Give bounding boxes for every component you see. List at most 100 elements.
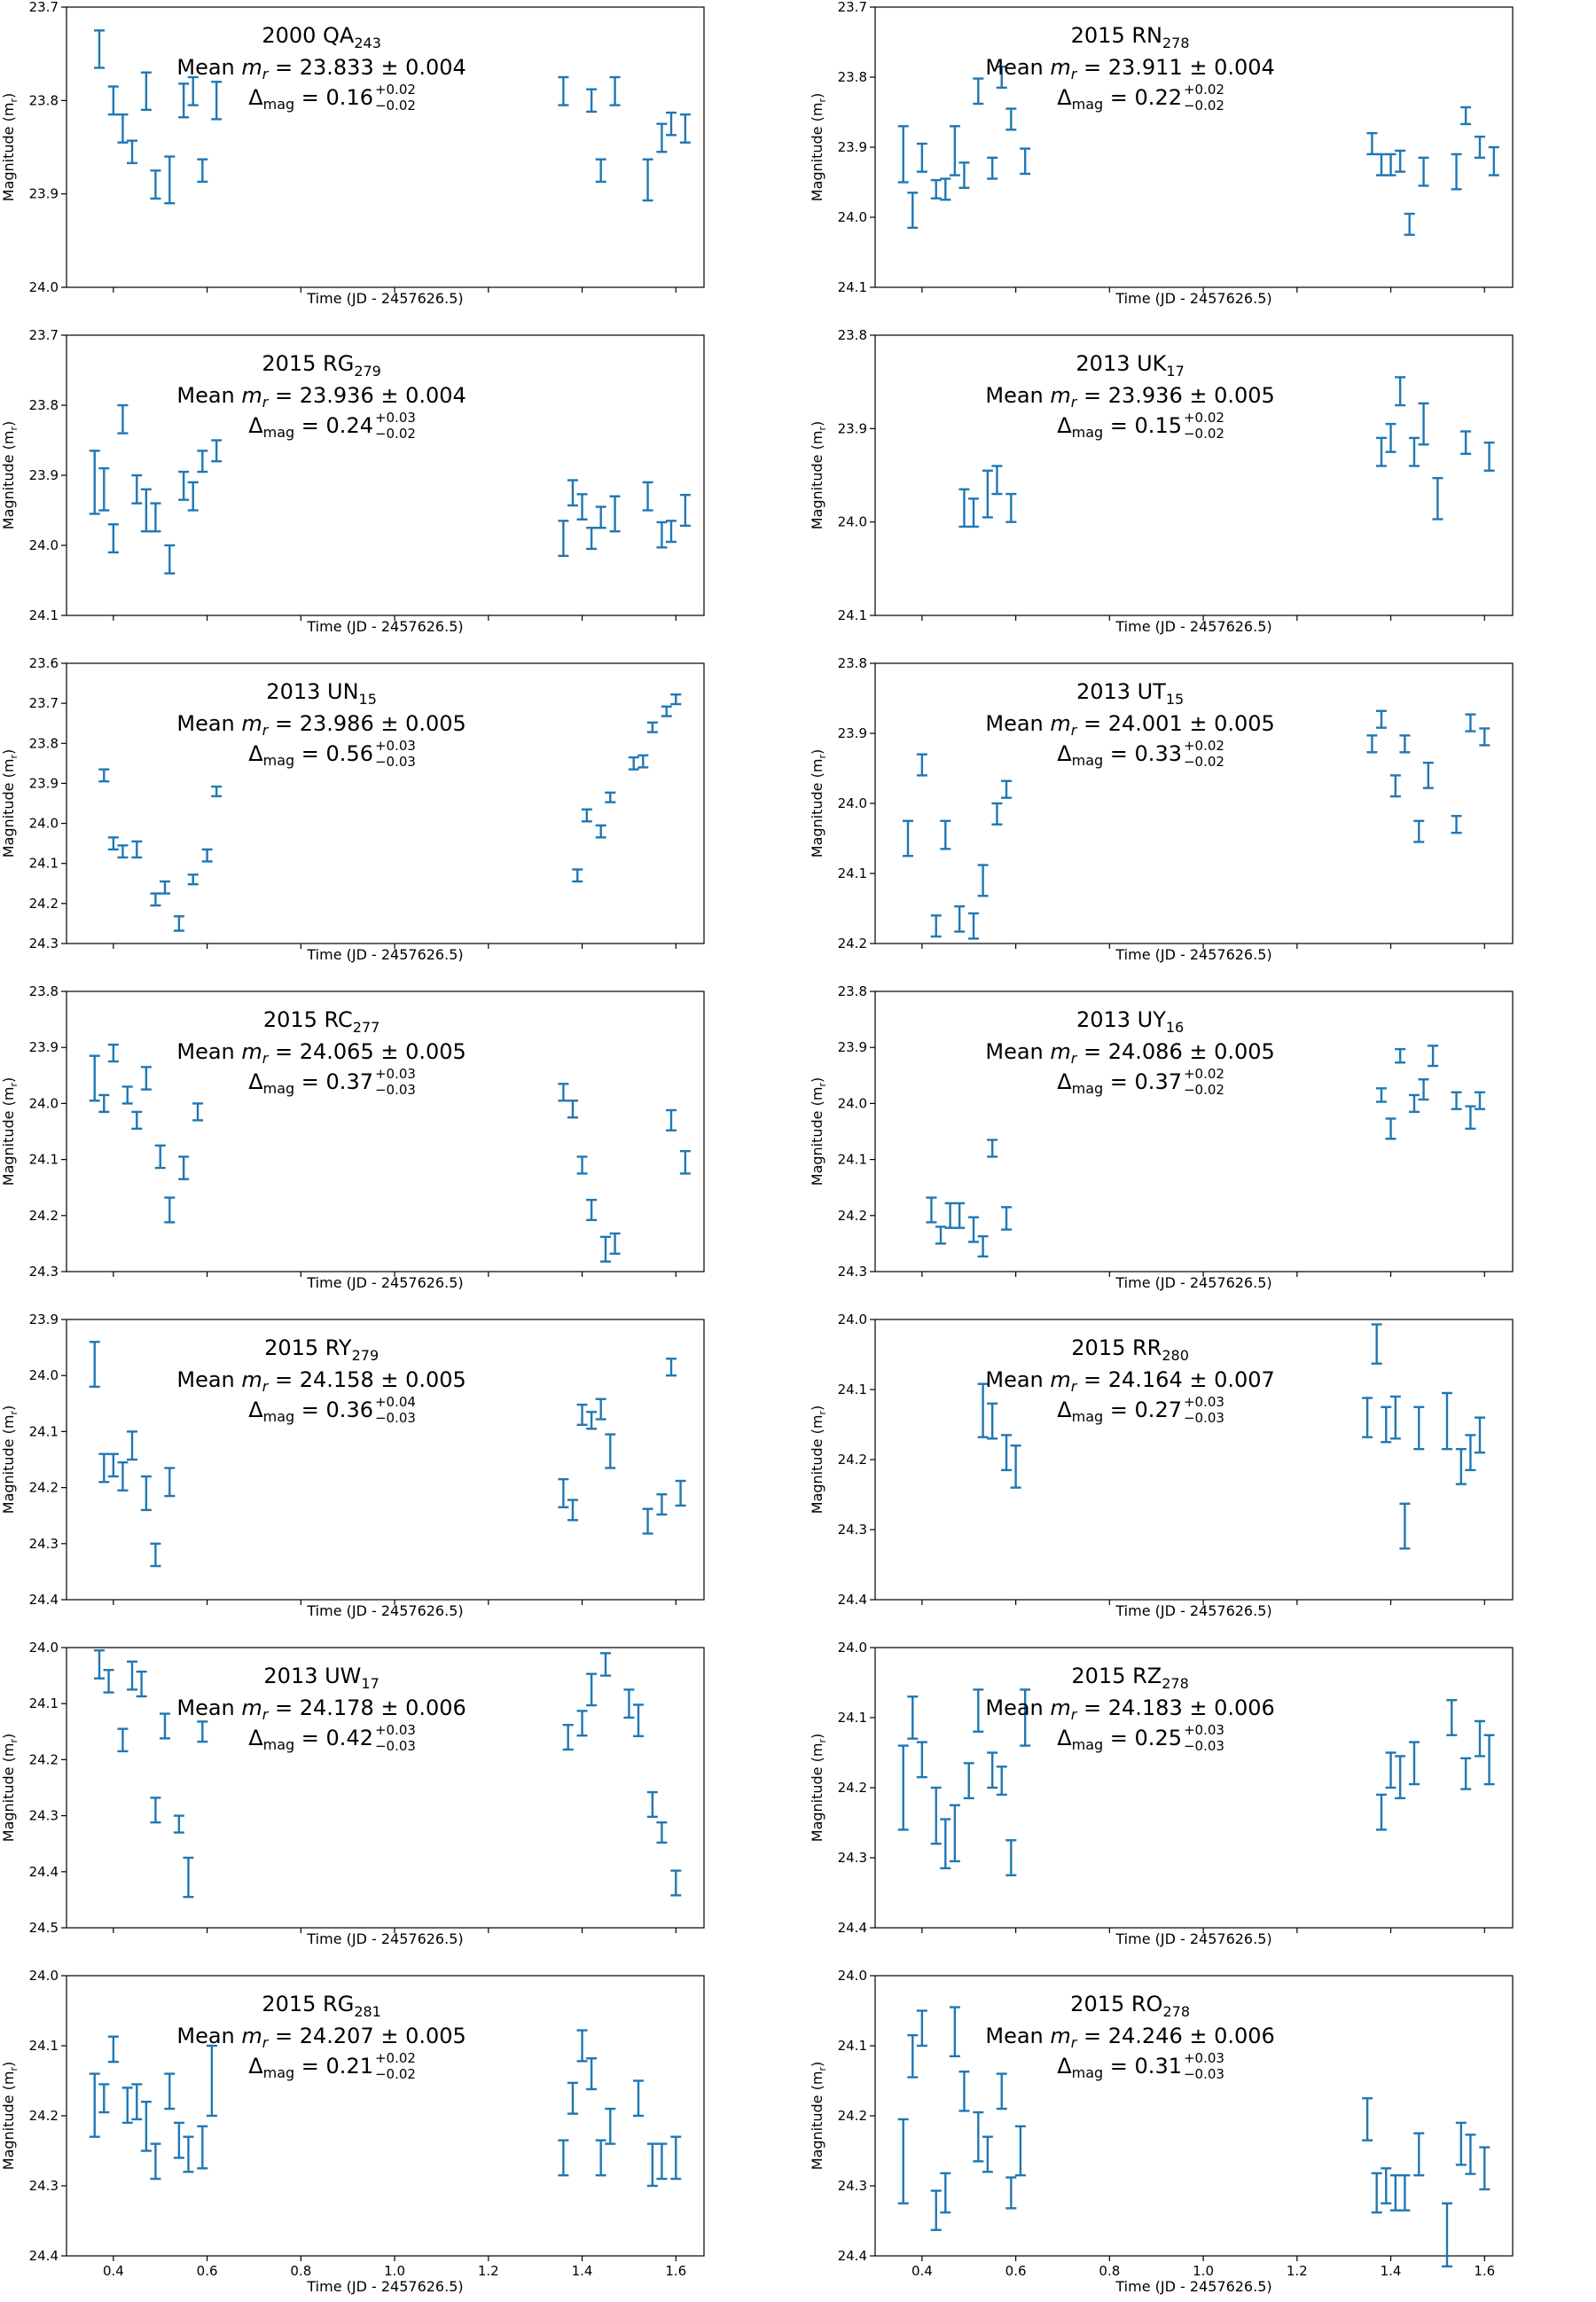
axes-frame — [66, 1975, 705, 2257]
x-axis-label: Time (JD - 2457626.5) — [306, 290, 463, 307]
y-tick-label: 24.3 — [29, 936, 59, 951]
y-tick-label: 24.4 — [838, 1920, 867, 1936]
y-axis-label: Magnitude (mr) — [809, 421, 828, 529]
axes-frame — [66, 1319, 705, 1601]
mean-magnitude: Mean mr = 24.246 ± 0.006 — [985, 2024, 1274, 2051]
x-tick-label: 1.0 — [384, 2263, 405, 2279]
delta-magnitude: Δmag = 0.22 — [1057, 85, 1182, 113]
y-tick-label: 24.0 — [838, 1640, 867, 1656]
y-tick-label: 24.2 — [838, 1452, 867, 1468]
y-tick-label: 24.1 — [29, 2038, 59, 2054]
x-axis-label: Time (JD - 2457626.5) — [306, 1602, 463, 1619]
axes-frame — [874, 1319, 1514, 1601]
delta-minus: −0.02 — [1184, 1082, 1224, 1098]
y-tick-label: 24.1 — [29, 856, 59, 872]
x-tick-label: 0.6 — [197, 2263, 218, 2279]
delta-minus: −0.02 — [1184, 98, 1224, 114]
object-name: 2015 RN278 — [1071, 23, 1190, 51]
y-tick-label: 24.5 — [29, 1920, 59, 1936]
x-tick-label: 0.6 — [1005, 2263, 1027, 2279]
y-tick-label: 23.9 — [838, 1039, 867, 1055]
object-name: 2013 UN15 — [266, 679, 377, 708]
y-tick-label: 23.8 — [838, 69, 867, 85]
object-name: 2015 RG279 — [262, 351, 381, 380]
y-axis-label: Magnitude (mr) — [0, 1077, 20, 1186]
y-tick-label: 24.4 — [29, 2248, 59, 2264]
y-tick-label: 23.9 — [838, 139, 867, 155]
delta-plus: +0.03 — [1184, 1722, 1224, 1738]
y-tick-label: 24.1 — [838, 865, 867, 881]
delta-plus: +0.02 — [1184, 738, 1224, 754]
object-name: 2013 UT15 — [1076, 679, 1184, 708]
x-tick-label: 1.6 — [1474, 2263, 1495, 2279]
y-tick-label: 24.3 — [29, 1808, 59, 1824]
axes-frame — [874, 334, 1514, 616]
y-tick-label: 23.8 — [838, 655, 867, 671]
delta-minus: −0.03 — [375, 1082, 416, 1098]
mean-magnitude: Mean mr = 24.086 ± 0.005 — [985, 1039, 1274, 1067]
y-tick-label: 23.8 — [838, 983, 867, 999]
y-tick-label: 23.9 — [29, 467, 59, 483]
mean-magnitude: Mean mr = 23.936 ± 0.004 — [176, 383, 466, 411]
y-tick-label: 24.2 — [29, 1208, 59, 1224]
axes-frame — [874, 1975, 1514, 2257]
delta-magnitude: Δmag = 0.31 — [1057, 2054, 1182, 2081]
y-tick-label: 23.9 — [838, 725, 867, 741]
delta-magnitude: Δmag = 0.37 — [1057, 1069, 1182, 1097]
x-tick-label: 0.4 — [103, 2263, 124, 2279]
x-axis-label: Time (JD - 2457626.5) — [306, 618, 463, 635]
delta-magnitude: Δmag = 0.33 — [1057, 741, 1182, 769]
mean-magnitude: Mean mr = 24.001 ± 0.005 — [985, 711, 1274, 739]
y-tick-label: 24.1 — [29, 1695, 59, 1711]
y-tick-label: 24.0 — [838, 1095, 867, 1111]
y-tick-label: 24.0 — [29, 1968, 59, 1984]
delta-plus: +0.02 — [375, 2050, 416, 2066]
y-tick-label: 24.3 — [838, 2178, 867, 2194]
y-tick-label: 24.0 — [838, 1968, 867, 1984]
y-tick-label: 24.0 — [29, 1095, 59, 1111]
delta-plus: +0.02 — [1184, 1066, 1224, 1082]
y-axis-label: Magnitude (mr) — [809, 93, 828, 201]
y-tick-label: 24.3 — [838, 1522, 867, 1538]
axes-frame — [66, 6, 705, 288]
mean-magnitude: Mean mr = 24.178 ± 0.006 — [176, 1695, 466, 1723]
axes-frame — [874, 1647, 1514, 1929]
y-tick-label: 23.8 — [29, 983, 59, 999]
y-tick-label: 23.9 — [29, 1312, 59, 1327]
axes-frame — [66, 1647, 705, 1929]
y-axis-label: Magnitude (mr) — [809, 1734, 828, 1842]
y-tick-label: 24.3 — [29, 2178, 59, 2194]
delta-plus: +0.02 — [1184, 82, 1224, 98]
y-tick-label: 24.3 — [29, 1264, 59, 1280]
y-axis-label: Magnitude (mr) — [0, 1734, 20, 1842]
y-tick-label: 24.0 — [29, 537, 59, 553]
axes-frame — [66, 990, 705, 1272]
delta-minus: −0.02 — [1184, 754, 1224, 770]
y-tick-label: 24.2 — [838, 1208, 867, 1224]
delta-minus: −0.02 — [375, 426, 416, 442]
delta-minus: −0.02 — [375, 2066, 416, 2082]
object-name: 2015 RZ278 — [1071, 1664, 1188, 1692]
axes-frame — [874, 990, 1514, 1272]
y-tick-label: 24.4 — [838, 2248, 867, 2264]
y-tick-label: 23.7 — [29, 695, 59, 711]
y-tick-label: 24.1 — [29, 1152, 59, 1168]
y-axis-label: Magnitude (mr) — [809, 1405, 828, 1514]
x-axis-label: Time (JD - 2457626.5) — [306, 1930, 463, 1947]
delta-magnitude: Δmag = 0.42 — [248, 1726, 373, 1753]
y-tick-label: 23.7 — [838, 0, 867, 15]
y-tick-label: 24.2 — [29, 1751, 59, 1767]
y-tick-label: 24.0 — [838, 795, 867, 811]
y-tick-label: 24.1 — [838, 2038, 867, 2054]
mean-magnitude: Mean mr = 23.833 ± 0.004 — [176, 55, 466, 82]
y-tick-label: 23.8 — [838, 327, 867, 343]
delta-minus: −0.03 — [1184, 2066, 1224, 2082]
y-axis-label: Magnitude (mr) — [0, 2062, 20, 2170]
delta-minus: −0.02 — [1184, 426, 1224, 442]
delta-magnitude: Δmag = 0.56 — [248, 741, 373, 769]
delta-magnitude: Δmag = 0.37 — [248, 1069, 373, 1097]
y-tick-label: 24.2 — [29, 896, 59, 912]
delta-minus: −0.03 — [375, 1738, 416, 1754]
y-axis-label: Magnitude (mr) — [0, 421, 20, 529]
y-axis-label: Magnitude (mr) — [809, 1077, 828, 1186]
